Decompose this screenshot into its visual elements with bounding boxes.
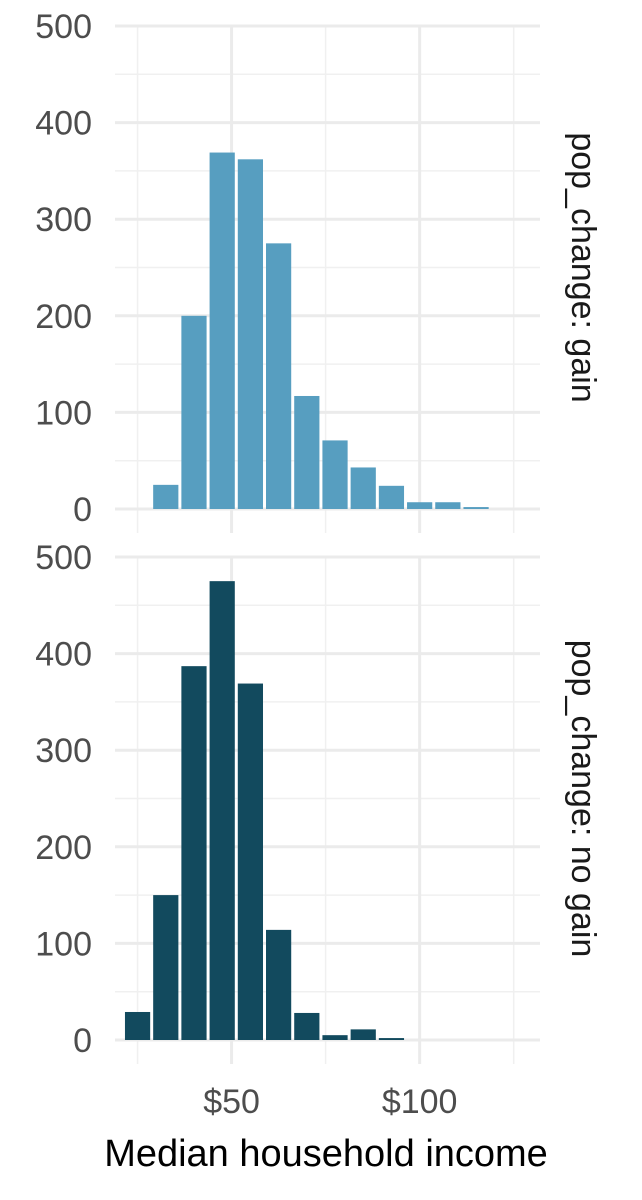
facet-strip-label: pop_change: gain <box>564 132 602 402</box>
x-tick-label: $50 <box>203 1083 260 1121</box>
y-tick-label: 100 <box>35 925 92 963</box>
histogram-bar <box>322 440 348 509</box>
y-tick-label: 200 <box>35 829 92 867</box>
histogram-bar <box>266 243 292 509</box>
histogram-bar <box>350 1029 376 1040</box>
histogram-bar <box>407 502 433 509</box>
y-tick-label: 0 <box>73 1022 92 1060</box>
histogram-bar <box>294 1012 320 1040</box>
histogram-bar <box>124 1011 151 1040</box>
y-tick-label: 400 <box>35 105 92 143</box>
x-tick-label: $100 <box>382 1083 458 1121</box>
histogram-bar <box>266 929 292 1040</box>
histogram-bar <box>237 683 264 1040</box>
histogram-bar <box>181 666 207 1040</box>
histogram-bar <box>181 315 207 509</box>
x-axis-label: Median household income <box>104 1133 548 1175</box>
histogram-bar <box>209 152 235 509</box>
histogram-bar <box>463 507 489 509</box>
histogram-bar <box>322 1035 348 1040</box>
y-tick-label: 400 <box>35 636 92 674</box>
histogram-bar <box>153 484 179 509</box>
panel-1: 0 100 200 300 400 500 pop_change: gain <box>35 8 602 533</box>
y-tick-label: 300 <box>35 201 92 239</box>
histogram-bar <box>294 395 320 509</box>
histogram-bar <box>378 485 405 509</box>
histogram-bar <box>435 502 461 509</box>
y-tick-label: 0 <box>73 491 92 529</box>
histogram-bar <box>350 467 376 509</box>
y-tick-label: 300 <box>35 732 92 770</box>
y-tick-label: 100 <box>35 394 92 432</box>
y-tick-label: 500 <box>35 539 92 577</box>
histogram-bar <box>378 1038 405 1040</box>
y-tick-label: 500 <box>35 8 92 46</box>
x-axis: $50 $100 <box>203 1083 457 1121</box>
panels: 0 100 200 300 400 500 pop_change: gain 0 100 200 3… <box>35 8 602 1064</box>
histogram-bar <box>209 581 235 1040</box>
facet-strip-label: pop_change: no gain <box>564 640 602 958</box>
y-tick-label: 200 <box>35 298 92 336</box>
histogram-bar <box>237 159 264 510</box>
panel-2: 0 100 200 300 400 500 pop_change: no gain <box>35 539 602 1064</box>
histogram-bar <box>153 895 179 1040</box>
